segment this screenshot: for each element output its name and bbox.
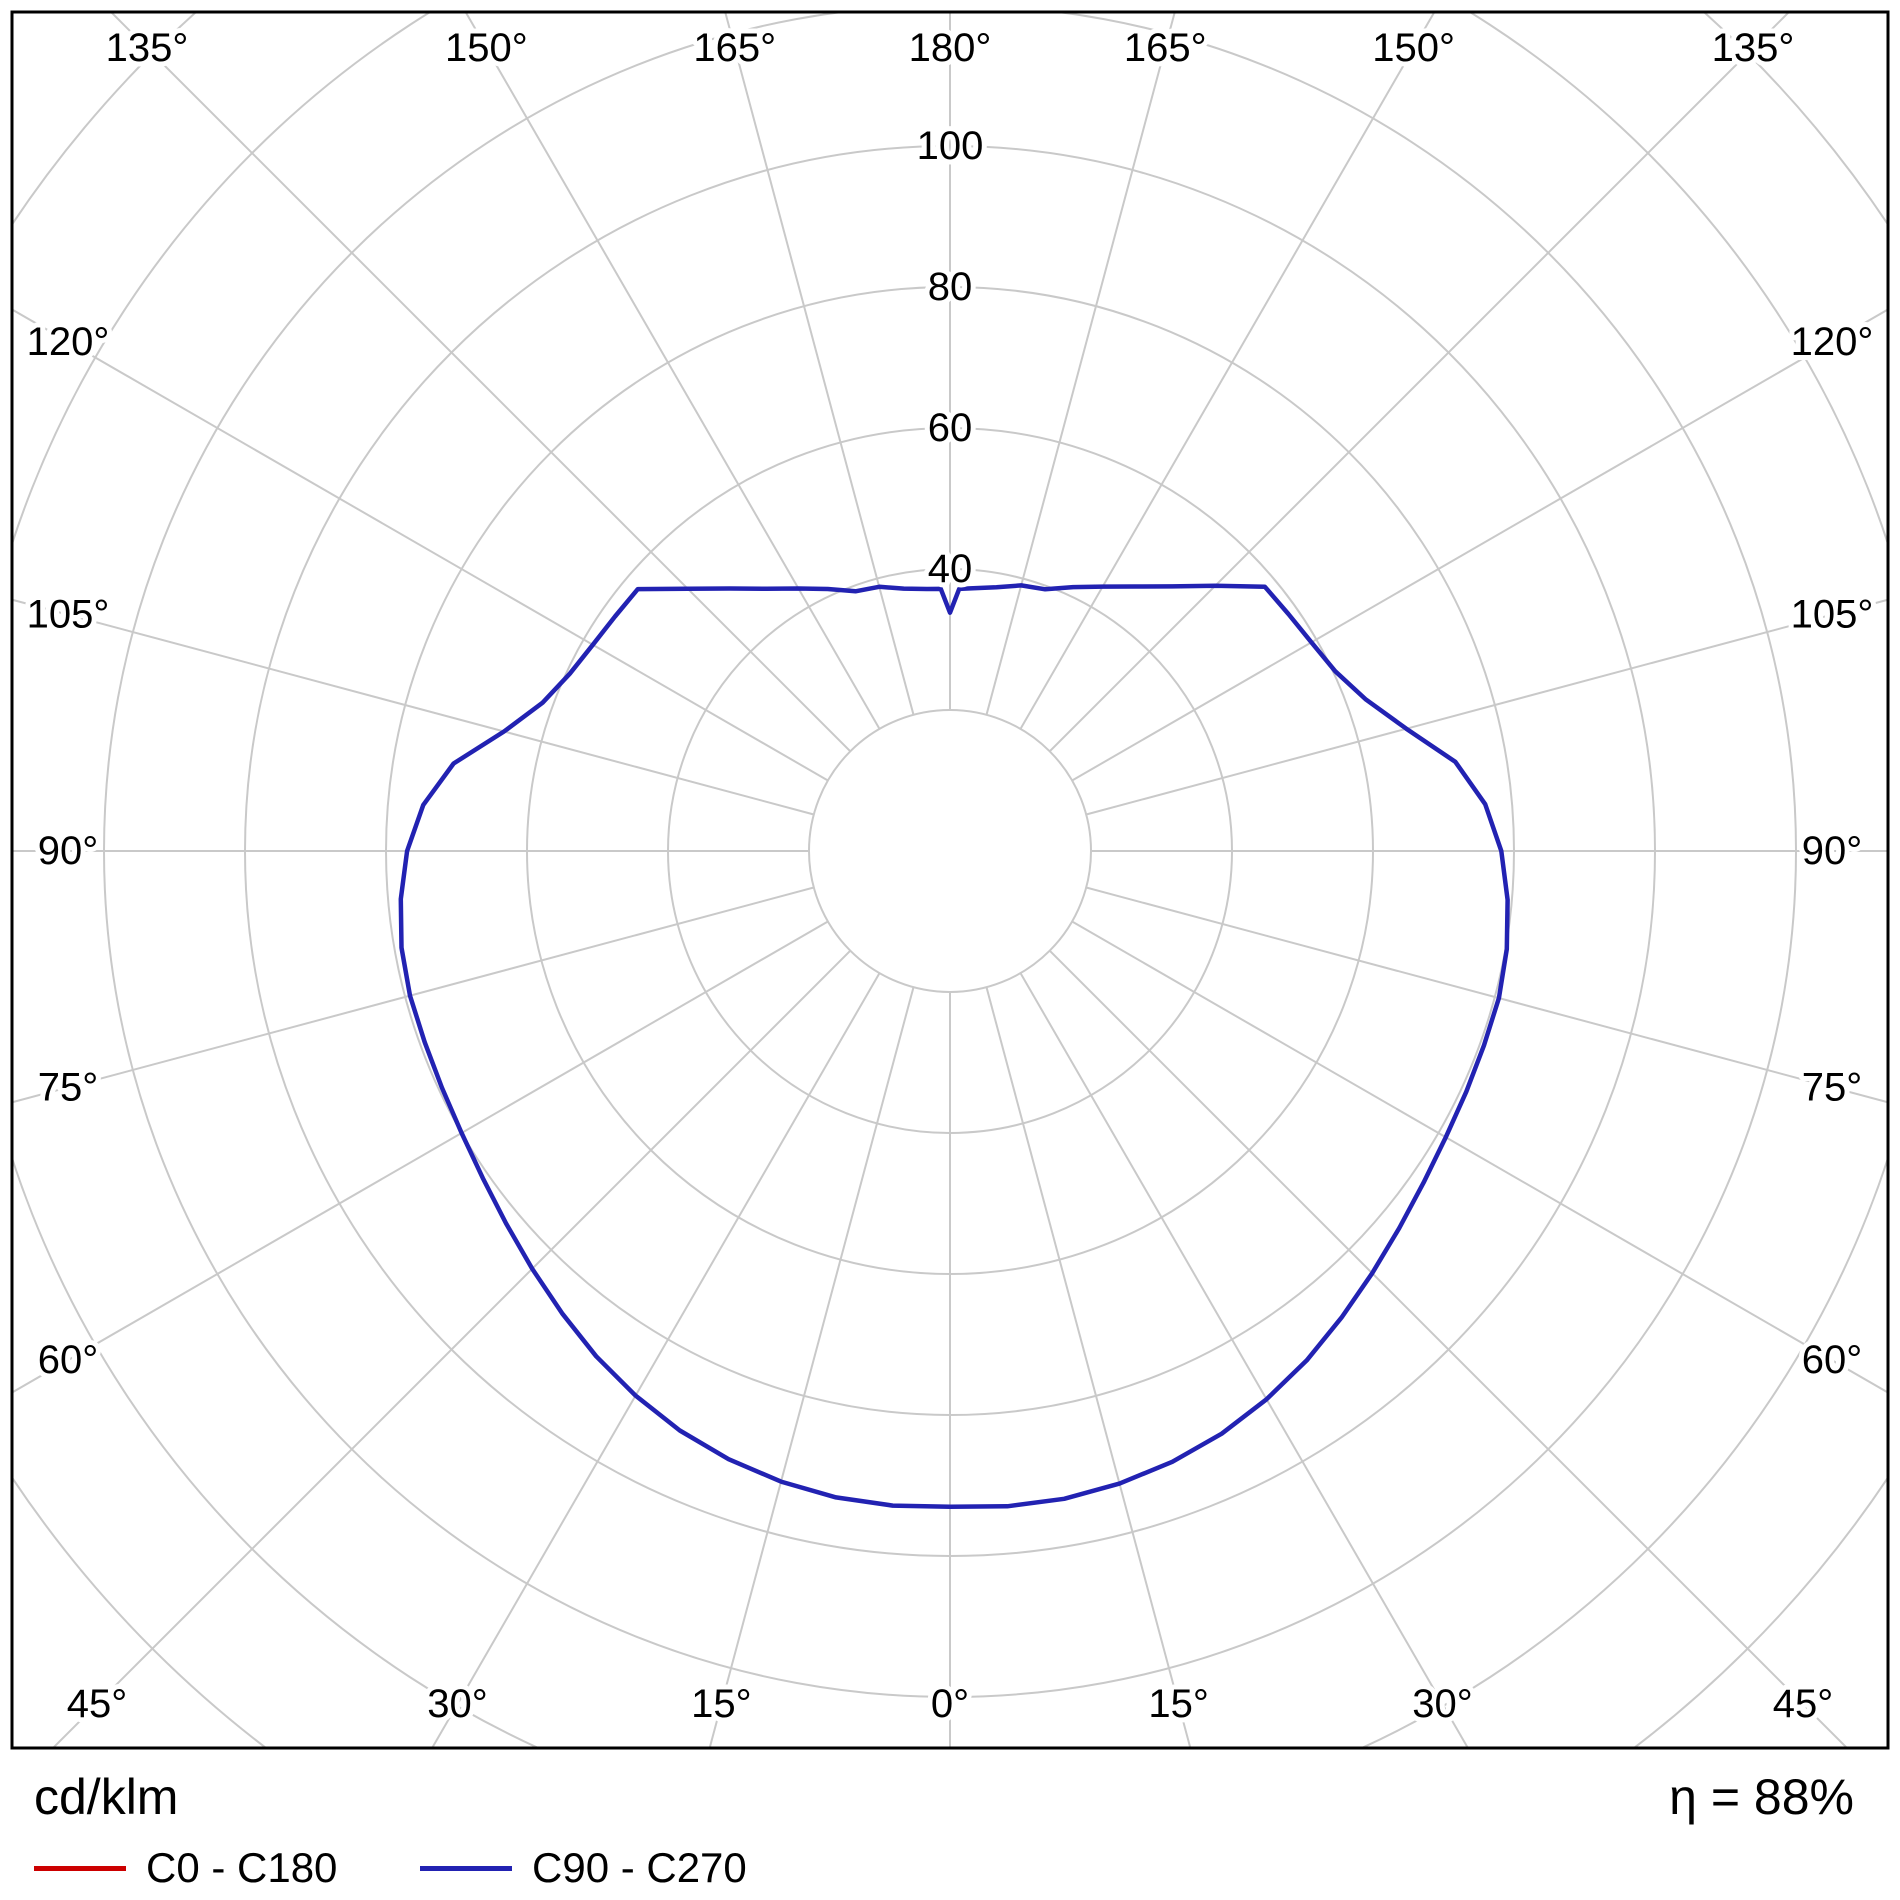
angle-label: 30° (427, 1682, 488, 1726)
angle-label: 90° (38, 829, 99, 873)
svg-text:60: 60 (928, 406, 973, 450)
angle-label: 45° (1773, 1682, 1834, 1726)
angle-label: 150° (445, 26, 528, 70)
angle-label: 15° (1148, 1682, 1209, 1726)
angle-label: 165° (1124, 26, 1207, 70)
angle-label: 60° (1802, 1338, 1863, 1382)
legend-swatch-c0-c180 (34, 1865, 126, 1871)
svg-text:40: 40 (928, 547, 973, 591)
angle-label: 105° (1791, 593, 1874, 637)
angle-label: 0° (931, 1682, 969, 1726)
angle-label: 60° (38, 1338, 99, 1382)
legend-label-c90-c270: C90 - C270 (532, 1844, 747, 1891)
angle-label: 180° (909, 26, 992, 70)
angle-label: 90° (1802, 829, 1863, 873)
legend-item-c0-c180: C0 - C180 (34, 1846, 337, 1890)
legend-item-c90-c270: C90 - C270 (420, 1846, 747, 1890)
efficiency-label: η = 88% (1669, 1769, 1854, 1825)
angle-label: 120° (1791, 320, 1874, 364)
angle-label: 15° (691, 1682, 752, 1726)
angle-label: 45° (67, 1682, 128, 1726)
legend-label-c0-c180: C0 - C180 (146, 1844, 338, 1891)
units-label: cd/klm (34, 1769, 179, 1825)
angle-label: 75° (1802, 1065, 1863, 1109)
svg-text:100: 100 (917, 124, 984, 168)
angle-label: 75° (38, 1065, 99, 1109)
svg-text:80: 80 (928, 265, 973, 309)
angle-label: 120° (27, 320, 110, 364)
angle-label: 135° (106, 26, 189, 70)
angle-label: 165° (693, 26, 776, 70)
angle-label: 150° (1372, 26, 1455, 70)
angle-label: 105° (27, 593, 110, 637)
angle-label: 30° (1412, 1682, 1473, 1726)
legend-swatch-c90-c270 (420, 1865, 512, 1871)
angle-label: 135° (1712, 26, 1795, 70)
